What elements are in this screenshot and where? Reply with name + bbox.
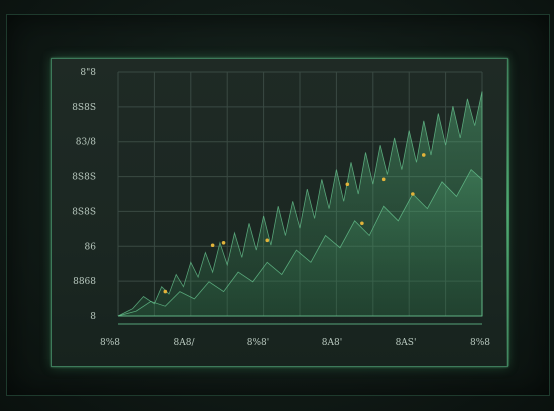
x-tick-label: 8%8 <box>100 338 120 348</box>
y-tick-labels: 8 8868 86 8S8S 8S8S 83/8 8S8S 8"8 <box>72 68 96 322</box>
data-marker <box>411 192 415 196</box>
x-tick-label: 8A8' <box>322 338 342 348</box>
spike-lines <box>132 91 483 316</box>
y-tick-label: 8S8S <box>72 173 96 183</box>
y-tick-label: 8S8S <box>72 103 96 113</box>
y-tick-label: 86 <box>85 242 97 252</box>
y-tick-label: 8868 <box>73 277 96 287</box>
x-tick-label: 8A8/ <box>174 338 196 348</box>
data-marker <box>265 238 270 243</box>
area-series <box>117 168 483 317</box>
y-tick-label: 83/8 <box>76 138 96 148</box>
markers <box>163 153 426 294</box>
data-marker <box>381 177 386 182</box>
data-marker <box>221 241 226 245</box>
panel-edge-glow <box>506 59 509 366</box>
data-marker <box>360 221 364 226</box>
x-tick-label: 8%8 <box>470 338 490 348</box>
x-tick-label: 8AS' <box>396 338 417 348</box>
y-tick-label: 8"8 <box>80 68 96 78</box>
x-tick-labels: 8%8 8A8/8%8' 8A8' 8AS' 8%8 <box>100 338 490 348</box>
data-marker <box>345 182 350 187</box>
y-tick-label: 8 <box>90 312 96 322</box>
data-marker <box>163 289 168 294</box>
y-tick-label: 8S8S <box>72 207 96 217</box>
data-marker <box>210 243 215 248</box>
x-tick-label: 8%8' <box>247 338 269 348</box>
data-marker <box>421 153 426 157</box>
outer-frame <box>6 14 550 396</box>
